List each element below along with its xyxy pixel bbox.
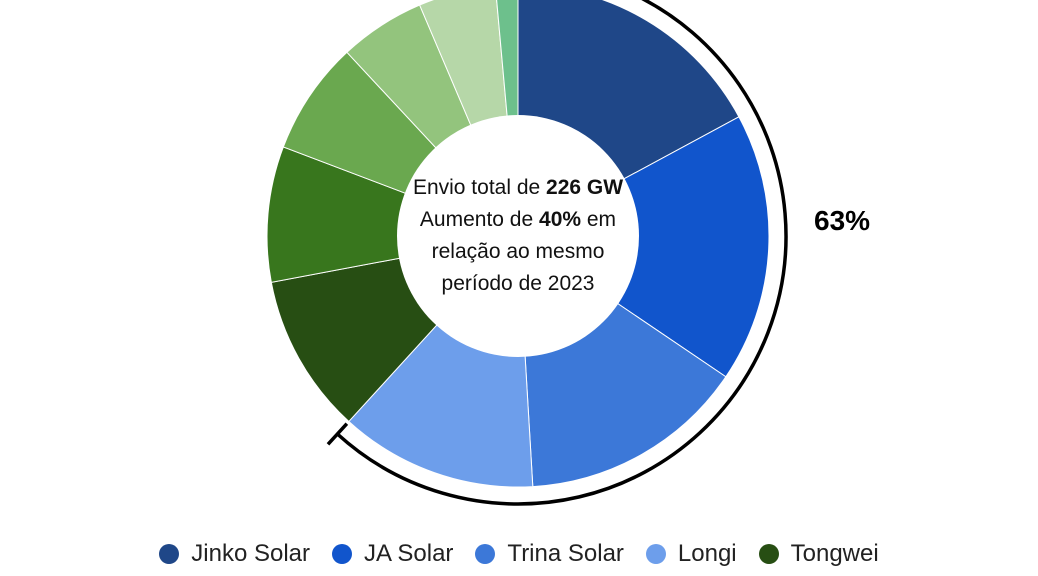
chart-legend: Jinko Solar JA Solar Trina Solar Longi T… <box>0 534 1038 574</box>
legend-swatch <box>758 544 779 564</box>
center-line-1: Envio total de 226 GW <box>412 176 624 199</box>
legend-item-trina-solar: Trina Solar <box>475 540 624 568</box>
center-line-2: Aumento de 40% em <box>419 208 617 231</box>
center-line-4: período de 2023 <box>441 272 595 295</box>
legend-label: Jinko Solar <box>191 540 311 567</box>
legend-item-jinko-solar: Jinko Solar <box>159 540 310 568</box>
legend-label: JA Solar <box>364 540 454 567</box>
pie-slice-ja-solar <box>517 116 770 378</box>
legend-swatch <box>332 544 353 564</box>
donut-hole <box>397 115 639 357</box>
share-bracket-tick <box>326 422 349 446</box>
legend-label: Trina Solar <box>507 540 624 567</box>
center-line-3: relação ao mesmo <box>431 240 605 263</box>
legend-item-ja-solar: JA Solar <box>332 540 453 568</box>
legend-item-longi: Longi <box>645 540 737 568</box>
legend-swatch <box>159 544 180 564</box>
pie-slice-6 <box>266 146 520 283</box>
legend-swatch <box>645 544 666 564</box>
legend-item-tongwei: Tongwei <box>758 540 879 568</box>
legend-label: Longi <box>677 540 737 567</box>
share-bracket-label: 63% <box>814 205 871 236</box>
share-bracket <box>336 0 788 506</box>
donut-center-summary: Envio total de 226 GW Aumento de 40% em … <box>398 172 638 300</box>
legend-swatch <box>475 544 496 564</box>
legend-label: Tongwei <box>790 540 879 567</box>
